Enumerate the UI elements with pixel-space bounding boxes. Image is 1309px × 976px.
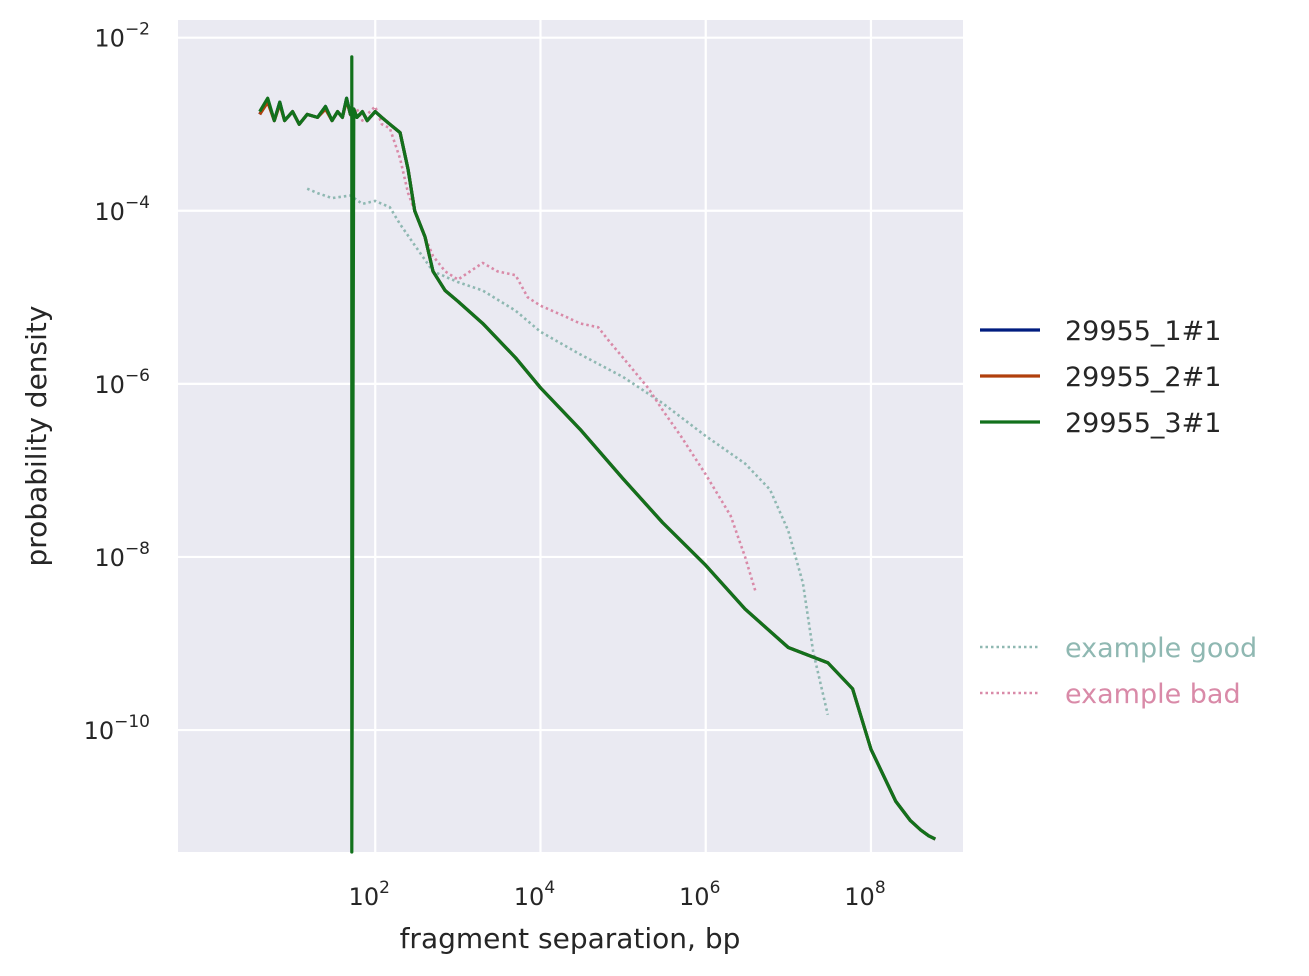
x-axis-label: fragment separation, bp [400, 922, 741, 955]
legend-label-2: 29955_3#1 [1065, 408, 1221, 439]
y-axis-label: probability density [20, 306, 53, 567]
series-line-2 [258, 55, 937, 854]
plot-area [178, 20, 963, 852]
grid-lines [178, 20, 963, 852]
x-tick-label-2: 106 [679, 878, 720, 911]
y-tick-label-4: 10−10 [84, 712, 150, 745]
legend-label-3: example good [1065, 633, 1257, 664]
x-tick-label-3: 108 [844, 878, 885, 911]
x-tick-label-0: 102 [349, 878, 390, 911]
series-line-3 [306, 187, 830, 716]
x-tick-label-1: 104 [514, 878, 555, 911]
x-tick-labels: 102 104 106 108 [349, 878, 886, 911]
y-tick-label-1: 10−4 [94, 193, 150, 226]
legend-label-0: 29955_1#1 [1065, 316, 1221, 347]
y-tick-label-0: 10−2 [94, 20, 150, 53]
y-tick-label-3: 10−8 [94, 539, 150, 572]
y-tick-label-2: 10−6 [94, 366, 150, 399]
series-line-4 [349, 105, 757, 592]
y-tick-labels: 10−2 10−4 10−6 10−8 10−10 [84, 20, 150, 745]
legend-label-1: 29955_2#1 [1065, 362, 1221, 393]
series-layer [258, 55, 937, 854]
legend-label-4: example bad [1065, 679, 1241, 710]
